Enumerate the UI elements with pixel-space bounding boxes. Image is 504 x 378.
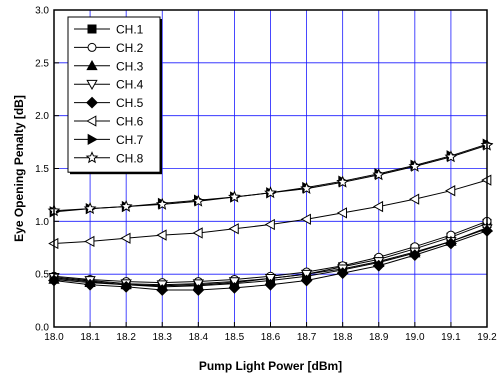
x-tick-label: 18.0	[44, 332, 64, 343]
legend-marker	[86, 59, 98, 71]
x-tick-label: 19.1	[441, 332, 461, 343]
y-tick-label: 1.5	[35, 164, 49, 175]
legend-marker	[87, 133, 98, 146]
data-point	[83, 201, 97, 215]
legend-box	[67, 16, 161, 173]
legend-item: CH.2	[74, 41, 144, 55]
series-ch6	[48, 174, 492, 250]
legend-marker	[87, 42, 97, 52]
x-tick-label: 18.1	[80, 332, 100, 343]
data-point	[372, 168, 386, 181]
data-point	[264, 278, 277, 291]
data-point	[84, 235, 95, 248]
data-point	[192, 284, 205, 296]
x-tick-label: 18.2	[116, 332, 136, 343]
legend-item: CH.8	[74, 151, 144, 165]
x-tick-label: 18.9	[369, 332, 389, 343]
y-tick-label: 0.5	[35, 270, 49, 281]
legend-marker	[87, 24, 97, 34]
x-tick-label: 18.6	[261, 332, 281, 343]
data-point	[409, 193, 420, 205]
data-point	[408, 249, 421, 262]
data-point	[119, 199, 133, 212]
legend-label: CH.7	[116, 133, 144, 147]
legend-marker	[86, 79, 98, 91]
y-axis-ticks: 0.0 0.5 1.0 1.5 2.0 2.5 3.0	[35, 6, 59, 334]
data-point	[192, 227, 203, 239]
legend-marker	[85, 151, 99, 164]
x-tick-label: 18.3	[153, 332, 173, 343]
legend-marker	[86, 96, 98, 109]
x-tick-label: 18.5	[225, 332, 245, 343]
x-tick-label: 18.8	[333, 332, 353, 343]
series-ch8	[47, 138, 494, 217]
series-layer	[47, 138, 494, 296]
data-point	[155, 197, 169, 210]
data-point	[300, 274, 313, 287]
data-point	[372, 200, 384, 213]
y-axis-title: Eye Opening Penalty [dB]	[12, 95, 26, 242]
data-point	[336, 267, 349, 280]
x-tick-label: 19.0	[405, 332, 425, 343]
x-axis-ticks: 18.0 18.1 18.2 18.3 18.4 18.5 18.6 18.7 18.8 18.9…	[44, 322, 497, 343]
y-tick-label: 1.0	[35, 217, 49, 228]
data-point	[156, 284, 169, 296]
legend-label: CH.1	[116, 23, 144, 37]
data-point	[444, 150, 458, 163]
data-point	[445, 185, 456, 197]
x-tick-label: 18.4	[189, 332, 209, 343]
data-point	[120, 232, 131, 244]
legend-marker	[86, 115, 97, 127]
legend-item: CH.5	[74, 96, 144, 110]
data-point	[228, 281, 241, 294]
data-point	[372, 259, 385, 272]
x-tick-label: 18.7	[297, 332, 317, 343]
legend-item: CH.6	[74, 115, 144, 129]
x-tick-label: 19.2	[477, 332, 497, 343]
legend-label: CH.4	[116, 78, 144, 92]
data-point	[336, 207, 348, 219]
data-point	[156, 229, 167, 241]
legend-label: CH.2	[116, 41, 144, 55]
data-point	[300, 181, 313, 195]
legend-label: CH.8	[116, 151, 144, 165]
y-tick-label: 2.0	[35, 111, 49, 122]
data-point	[228, 190, 241, 203]
series-ch5	[48, 224, 493, 296]
data-point	[408, 159, 422, 172]
data-point	[300, 213, 311, 225]
data-point	[264, 218, 275, 231]
data-point	[264, 186, 277, 199]
legend-item: CH.7	[74, 133, 144, 147]
legend-label: CH.5	[116, 96, 144, 110]
y-tick-label: 0.0	[35, 323, 49, 334]
legend-item: CH.4	[74, 78, 144, 92]
y-tick-label: 3.0	[35, 6, 49, 17]
legend-label: CH.3	[116, 59, 144, 73]
data-point	[191, 194, 205, 207]
data-point	[84, 278, 96, 291]
data-point	[336, 175, 350, 188]
legend-item: CH.3	[74, 59, 144, 73]
y-tick-label: 2.5	[35, 58, 49, 69]
data-point	[228, 223, 239, 235]
legend-label: CH.6	[116, 115, 144, 129]
data-point	[120, 280, 133, 293]
data-point	[445, 237, 457, 250]
legend: CH.1 CH.2 CH.3 CH.4 CH.5 CH.6 CH.7 CH.8	[67, 16, 162, 175]
x-axis-title: Pump Light Power [dBm]	[199, 359, 342, 373]
legend-item: CH.1	[74, 23, 144, 37]
